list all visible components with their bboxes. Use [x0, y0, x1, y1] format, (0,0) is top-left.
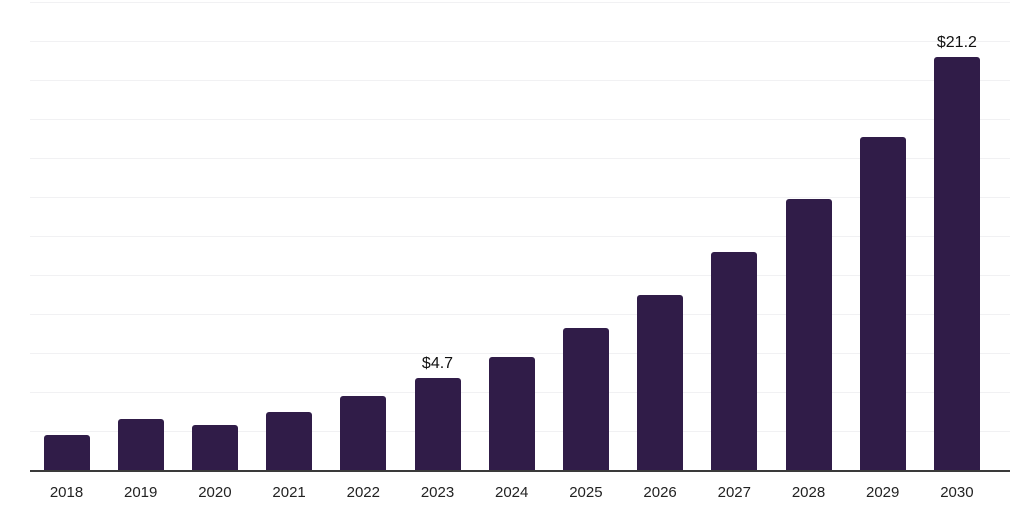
bar-2028	[785, 198, 832, 470]
x-tick-label-2028: 2028	[791, 484, 826, 501]
x-axis-line	[30, 470, 1010, 472]
bar-value-label-2030: $21.2	[936, 33, 977, 51]
y-gridline	[30, 80, 1010, 81]
bar-2022	[340, 395, 387, 470]
bar-2019	[117, 419, 164, 470]
bar-2026	[637, 294, 684, 470]
y-gridline	[30, 314, 1010, 315]
y-gridline	[30, 275, 1010, 276]
x-tick-label-2025: 2025	[569, 484, 603, 501]
bar-2030	[933, 56, 980, 470]
bar-2018	[43, 434, 90, 470]
y-gridline	[30, 2, 1010, 3]
x-tick-label-2018: 2018	[49, 484, 84, 501]
x-tick-label-2020: 2020	[198, 484, 232, 501]
x-tick-label-2021: 2021	[272, 484, 306, 501]
x-tick-label-2024: 2024	[495, 484, 529, 501]
x-tick-label-2023: 2023	[420, 484, 455, 501]
x-tick-label-2027: 2027	[717, 484, 751, 501]
x-tick-label-2029: 2029	[866, 484, 900, 501]
x-tick-label-2026: 2026	[643, 484, 677, 501]
y-gridline	[30, 41, 1010, 42]
y-gridline	[30, 353, 1010, 354]
x-tick-label-2019: 2019	[124, 484, 158, 501]
bar-2024	[488, 356, 535, 470]
y-gridline	[30, 236, 1010, 237]
bar-2021	[266, 411, 313, 470]
y-gridline	[30, 119, 1010, 120]
bar-2029	[859, 136, 906, 470]
bar-2023	[414, 378, 461, 470]
bar-2020	[191, 425, 238, 470]
bar-2027	[711, 251, 758, 470]
y-gridline	[30, 197, 1010, 198]
bar-value-label-2023: $4.7	[421, 355, 454, 373]
x-tick-label-2022: 2022	[346, 484, 380, 501]
bar-2025	[562, 327, 609, 470]
y-gridline	[30, 158, 1010, 159]
x-tick-label-2030: 2030	[940, 484, 974, 501]
